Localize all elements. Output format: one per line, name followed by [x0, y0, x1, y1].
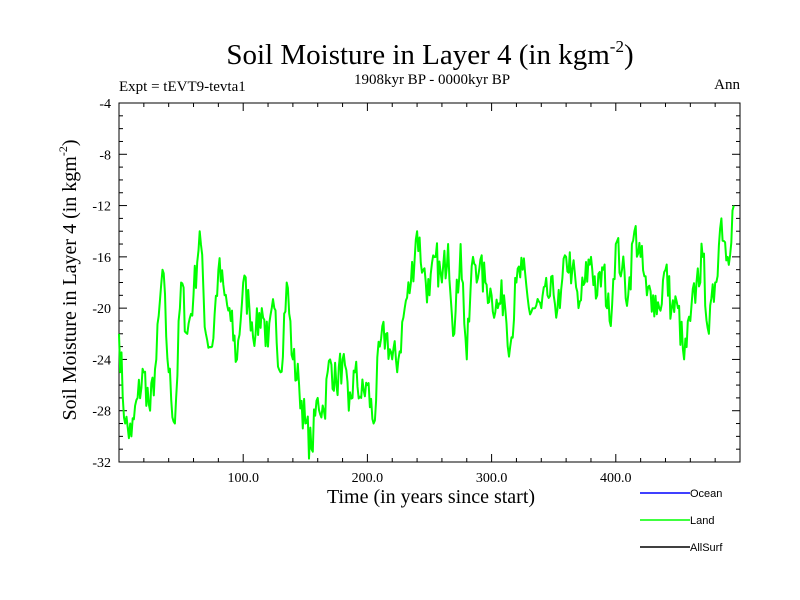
- y-tick-label: -32: [92, 456, 111, 471]
- y-tick-label: -24: [92, 353, 111, 368]
- y-tick-label: -20: [92, 302, 111, 317]
- y-axis-ticks: -4 -8 -12 -16 -20 -24 -28 -32: [92, 97, 740, 471]
- legend: Ocean Land AllSurf: [640, 488, 723, 554]
- y-tick-label: -28: [92, 405, 111, 420]
- x-tick-label: 200.0: [352, 471, 384, 486]
- chart-title: Soil Moisture in Layer 4 (in kgm-2): [226, 37, 633, 71]
- x-tick-label: 300.0: [476, 471, 508, 486]
- y-tick-label: -4: [99, 97, 111, 112]
- y-tick-label: -8: [99, 148, 111, 163]
- x-tick-label: 100.0: [227, 471, 259, 486]
- legend-label-ocean: Ocean: [690, 488, 722, 500]
- x-tick-label: 400.0: [600, 471, 632, 486]
- y-tick-label: -12: [92, 200, 111, 215]
- y-tick-label: -16: [92, 251, 111, 266]
- series-line-land: [118, 205, 735, 460]
- time-range-label: 1908kyr BP - 0000kyr BP: [354, 72, 510, 88]
- legend-label-allsurf: AllSurf: [690, 542, 723, 554]
- experiment-label: Expt = tEVT9-tevta1: [119, 79, 246, 95]
- x-axis-ticks: 100.0 200.0 300.0 400.0: [143, 103, 716, 486]
- y-axis-label: Soil Moisture in Layer 4 (in kgm-2): [56, 139, 81, 420]
- x-axis-label: Time (in years since start): [327, 486, 535, 508]
- legend-label-land: Land: [690, 515, 714, 527]
- season-label: Ann: [714, 77, 740, 93]
